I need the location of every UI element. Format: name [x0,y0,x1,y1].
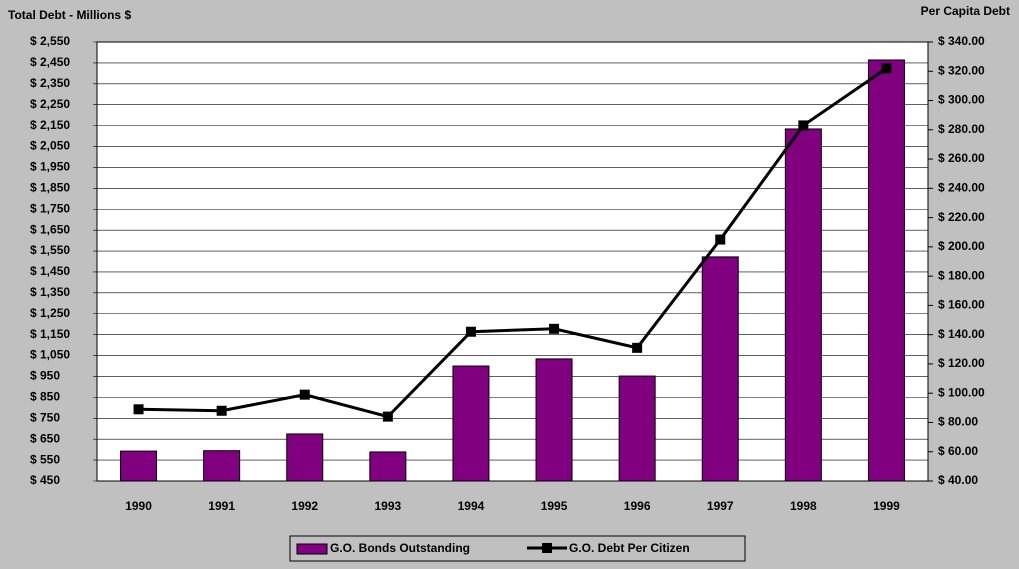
bar [286,433,324,482]
bar [535,358,573,482]
y2-tick-label: $ 300.00 [938,93,985,107]
y-tick-label: $ 750 [30,410,60,424]
y2-tick-label: $ 80.00 [938,415,978,429]
legend-marker [542,543,552,553]
marker [465,326,476,337]
bar [120,450,158,482]
x-tick-label: 1996 [624,499,651,513]
y-tick-label: $ 1,850 [30,181,70,195]
y2-tick-label: $ 160.00 [938,298,985,312]
bar [867,59,905,482]
y-tick-label: $ 2,550 [30,34,70,48]
y2-tick-label: $ 120.00 [938,356,985,370]
y2-title: Per Capita Debt [921,4,1010,18]
y-tick-label: $ 1,650 [30,222,70,236]
y-tick-label: $ 2,050 [30,139,70,153]
x-tick-label: 1993 [374,499,401,513]
y-tick-label: $ 1,150 [30,327,70,341]
marker [632,342,643,353]
x-tick-label: 1999 [873,499,900,513]
x-tick-label: 1994 [458,499,485,513]
marker [715,234,726,245]
y2-tick-label: $ 280.00 [938,122,985,136]
y-tick-label: $ 2,350 [30,76,70,90]
y-tick-label: $ 1,750 [30,201,70,215]
y-tick-label: $ 2,150 [30,118,70,132]
y2-tick-label: $ 40.00 [938,473,978,487]
y-tick-label: $ 1,950 [30,160,70,174]
x-tick-label: 1992 [291,499,318,513]
y2-tick-label: $ 100.00 [938,385,985,399]
bar [784,128,822,482]
line [138,67,888,419]
bar [203,450,241,482]
y-tick-label: $ 1,450 [30,264,70,278]
marker [133,404,144,415]
chart-title: Total Debt - Millions $ [8,8,131,22]
y-tick-label: $ 550 [30,452,60,466]
y2-tick-label: $ 340.00 [938,34,985,48]
legend-label: G.O. Bonds Outstanding [330,541,470,555]
x-tick-label: 1997 [707,499,734,513]
marker [798,120,809,131]
y2-tick-label: $ 260.00 [938,151,985,165]
legend-label: G.O. Debt Per Citizen [569,541,690,555]
y2-tick-label: $ 180.00 [938,268,985,282]
y-tick-label: $ 450 [30,473,60,487]
legend-box [289,535,746,562]
y-tick-label: $ 650 [30,431,60,445]
y-tick-label: $ 950 [30,369,60,383]
x-tick-label: 1991 [208,499,235,513]
y-tick-label: $ 1,250 [30,306,70,320]
y2-tick-label: $ 320.00 [938,63,985,77]
x-tick-label: 1995 [541,499,568,513]
y2-tick-label: $ 220.00 [938,210,985,224]
marker [382,411,393,422]
marker [549,323,560,334]
y2-tick-label: $ 240.00 [938,181,985,195]
plot-border [96,41,929,482]
y2-tick-label: $ 60.00 [938,444,978,458]
marker [216,405,227,416]
bar [452,365,490,482]
bar [701,256,739,482]
x-tick-label: 1990 [125,499,152,513]
y2-tick-label: $ 200.00 [938,239,985,253]
legend-swatch [296,543,328,555]
y-tick-label: $ 850 [30,390,60,404]
y-tick-label: $ 1,550 [30,243,70,257]
marker [881,63,892,74]
y2-tick-label: $ 140.00 [938,327,985,341]
x-tick-label: 1998 [790,499,817,513]
y-tick-label: $ 2,450 [30,55,70,69]
bar [618,375,656,482]
y-tick-label: $ 1,050 [30,348,70,362]
bar [369,451,407,482]
y-tick-label: $ 2,250 [30,97,70,111]
marker [299,389,310,400]
y-tick-label: $ 1,350 [30,285,70,299]
